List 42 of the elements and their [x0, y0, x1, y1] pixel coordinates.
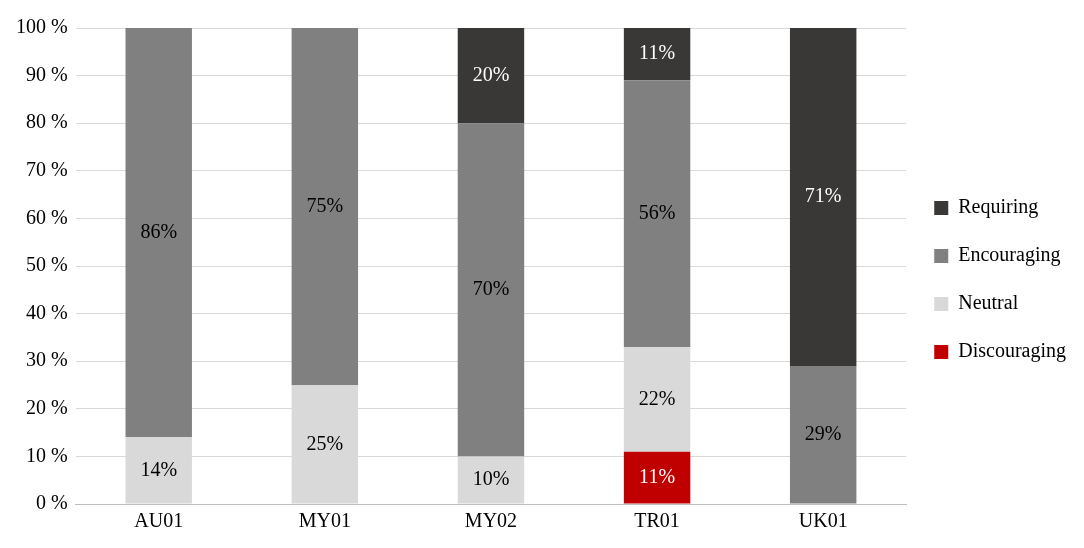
data-label: 29% — [804, 421, 842, 444]
legend-label: Discouraging — [958, 339, 1067, 363]
x-tick-label: MY02 — [464, 509, 518, 532]
x-tick-label: AU01 — [134, 509, 184, 532]
y-tick-label: 60 % — [25, 205, 68, 228]
legend-label: Requiring — [958, 195, 1039, 219]
bar — [623, 80, 691, 347]
y-tick-label: 90 % — [25, 62, 68, 85]
data-label: 70% — [472, 277, 510, 300]
data-label: 25% — [306, 431, 344, 454]
bar — [623, 28, 691, 81]
data-label: 56% — [638, 200, 676, 223]
legend-label: Encouraging — [958, 243, 1061, 267]
x-tick-label: TR01 — [634, 509, 680, 532]
y-tick-label: 0 % — [35, 491, 68, 514]
legend-label: Neutral — [958, 291, 1019, 314]
y-tick-label: 80 % — [25, 110, 68, 133]
y-tick-label: 100 % — [15, 15, 68, 38]
data-label: 86% — [140, 219, 178, 242]
y-tick-label: 50 % — [25, 253, 68, 276]
bar — [789, 365, 857, 504]
bar — [457, 123, 525, 457]
y-tick-label: 20 % — [25, 396, 68, 419]
x-tick-label: UK01 — [798, 509, 848, 532]
data-label: 75% — [306, 193, 344, 216]
data-label: 14% — [140, 457, 178, 480]
bar — [291, 28, 359, 385]
data-label: 11% — [639, 41, 676, 64]
y-tick-label: 30 % — [25, 348, 68, 371]
bar — [623, 451, 691, 504]
y-tick-label: 70 % — [25, 158, 68, 181]
data-label: 20% — [472, 62, 510, 85]
bar — [457, 28, 525, 124]
bar — [789, 28, 857, 366]
bar — [125, 28, 192, 438]
x-tick-label: MY01 — [298, 509, 351, 532]
y-tick-label: 10 % — [25, 443, 68, 466]
data-label: 10% — [472, 467, 510, 490]
data-label: 22% — [638, 386, 676, 409]
data-label: 11% — [639, 464, 676, 487]
y-tick-label: 40 % — [25, 300, 68, 323]
data-label: 71% — [804, 184, 842, 207]
